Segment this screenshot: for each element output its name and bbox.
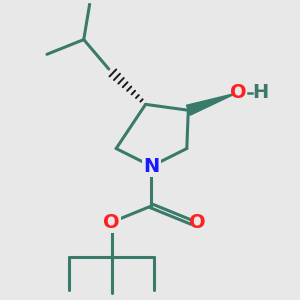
Polygon shape [187,94,234,115]
Text: O: O [230,83,247,102]
Text: O: O [189,213,206,232]
Text: H: H [252,83,268,102]
Text: N: N [143,157,160,176]
Text: O: O [103,213,120,232]
